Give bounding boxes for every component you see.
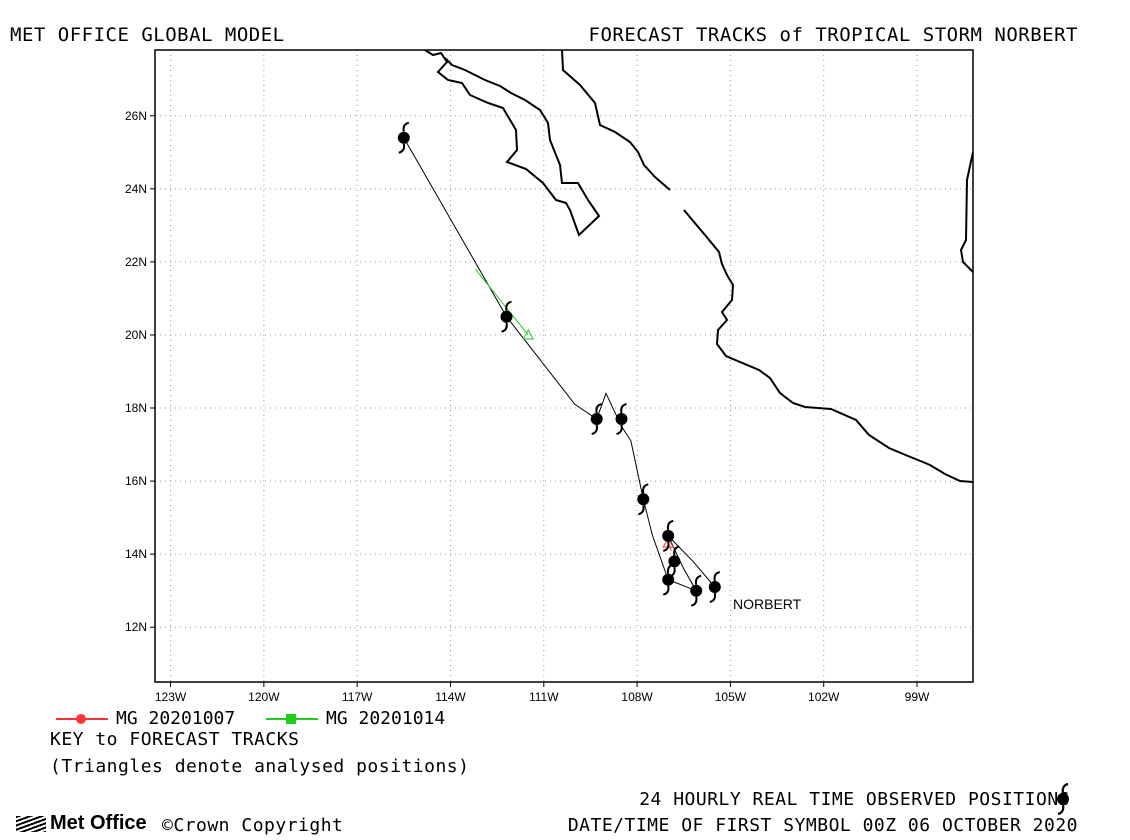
forecast-track-line xyxy=(475,268,529,336)
map-frame xyxy=(154,49,974,683)
lat-tick-label: 12N xyxy=(125,620,147,634)
lat-tick-label: 18N xyxy=(125,401,147,415)
legend-line-red xyxy=(56,713,108,724)
map-axes: 123W 120W 117W 114W 111W 108W 105W 102W 99W 12N 14… xyxy=(125,109,930,704)
lat-tick-label: 16N xyxy=(125,474,147,488)
hurricane-symbol xyxy=(662,519,675,552)
lat-tick-label: 14N xyxy=(125,547,147,561)
lon-tick-label: 99W xyxy=(905,690,930,704)
legend-item-mg-20201014: MG 20201014 xyxy=(266,708,445,729)
hurricane-symbol xyxy=(615,403,628,435)
lat-tick-label: 20N xyxy=(125,328,147,342)
hurricane-symbol xyxy=(637,483,650,516)
legend-label-mg-20201007: MG 20201007 xyxy=(116,708,236,729)
coastlines xyxy=(424,50,973,483)
analysed-position-triangle xyxy=(522,328,535,340)
met-office-logo-text: Met Office xyxy=(50,812,147,834)
lat-tick-label: 24N xyxy=(125,182,147,196)
lon-tick-label: 105W xyxy=(715,690,747,704)
observed-positions-text: 24 HOURLY REAL TIME OBSERVED POSITIONS xyxy=(639,789,1070,810)
storm-name-label: NORBERT xyxy=(733,596,802,612)
chart-title: FORECAST TRACKS of TROPICAL STORM NORBER… xyxy=(588,24,1078,46)
observed-positions-note: 24 HOURLY REAL TIME OBSERVED POSITIONS xyxy=(639,789,1070,810)
coastline-gulf xyxy=(959,151,973,273)
lat-tick-label: 26N xyxy=(125,109,147,123)
coastline-baja xyxy=(424,50,601,237)
lon-tick-label: 108W xyxy=(621,690,653,704)
legend-label-mg-20201014: MG 20201014 xyxy=(326,708,446,729)
hurricane-symbol xyxy=(690,574,703,607)
met-office-logo: Met Office xyxy=(16,812,147,835)
legend-line-green xyxy=(266,713,318,724)
hurricane-symbol-icon xyxy=(1057,782,1069,816)
map-grid xyxy=(155,50,973,682)
legend-key-title: KEY to FORECAST TRACKS xyxy=(50,729,300,750)
legend-item-mg-20201007: MG 20201007 xyxy=(56,708,235,729)
hurricane-symbol xyxy=(668,545,681,578)
lon-tick-label: 117W xyxy=(342,690,373,704)
legend-key-note: (Triangles denote analysed positions) xyxy=(50,756,470,777)
coastline-mainland-south xyxy=(683,209,973,483)
hurricane-symbol xyxy=(500,300,513,333)
hurricane-symbol xyxy=(397,121,410,154)
lon-tick-label: 111W xyxy=(529,690,559,704)
first-symbol-date: DATE/TIME OF FIRST SYMBOL 00Z 06 OCTOBER… xyxy=(567,815,1078,836)
lon-tick-label: 120W xyxy=(248,690,280,704)
coastline-mainland xyxy=(561,50,671,191)
model-title: MET OFFICE GLOBAL MODEL xyxy=(10,24,285,46)
copyright-text: ©Crown Copyright xyxy=(162,815,344,836)
lon-tick-label: 123W xyxy=(155,690,187,704)
lon-tick-label: 102W xyxy=(808,690,840,704)
met-office-logo-icon xyxy=(16,815,46,832)
hurricane-symbol xyxy=(590,403,603,435)
green-square-icon xyxy=(286,713,296,724)
hurricane-symbol xyxy=(708,571,721,603)
lon-tick-label: 114W xyxy=(435,690,466,704)
observed-symbols xyxy=(397,121,721,607)
red-circle-icon xyxy=(76,713,86,724)
lat-tick-label: 22N xyxy=(125,255,147,269)
